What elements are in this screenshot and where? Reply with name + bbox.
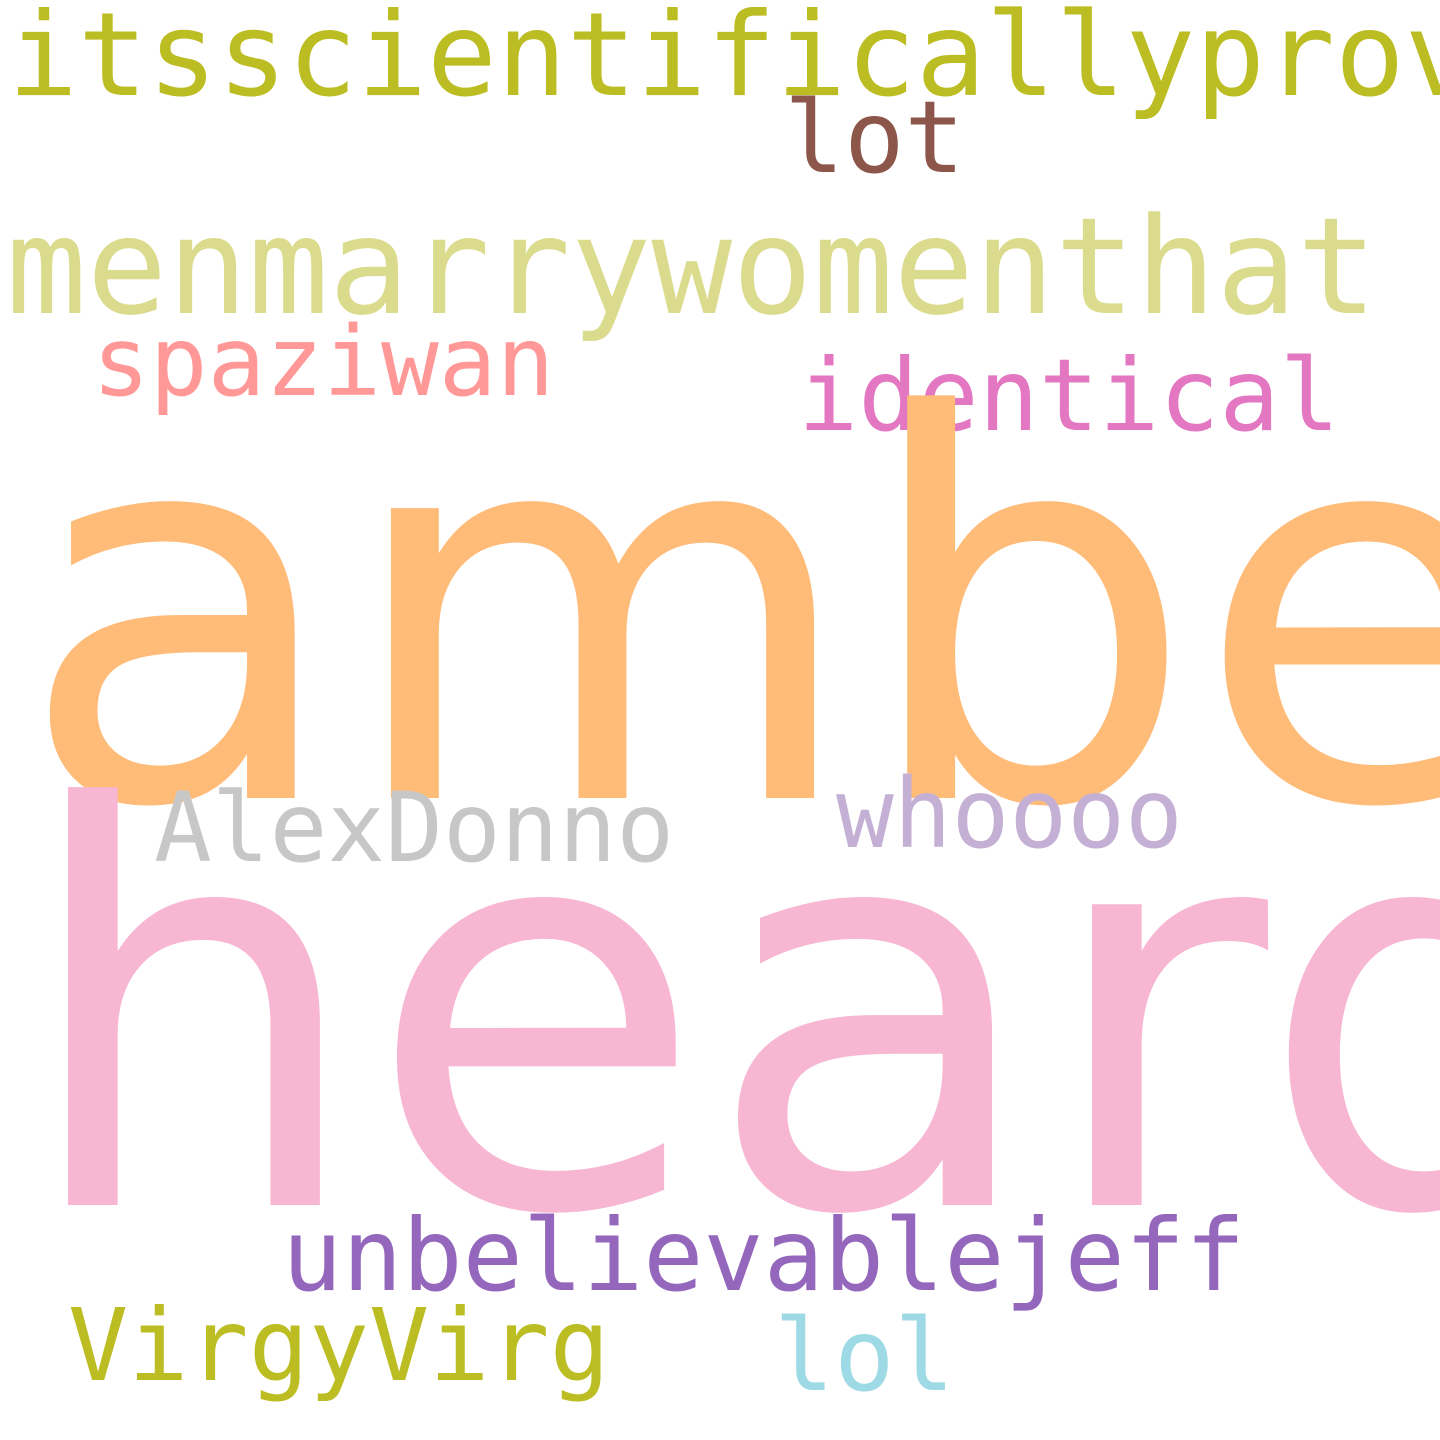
word-heard: heard [18,694,1440,1335]
word-menmarrywomenthat: menmarrywomenthat [6,189,1378,345]
word-virgyvirg: VirgyVirg [68,1287,610,1404]
word-lot: lot [784,79,965,196]
word-spaziwan: spaziwan [92,306,555,418]
word-amber: amber [18,306,1440,923]
word-lol: lol [774,1297,955,1414]
word-identical: identical [798,337,1340,454]
word-whoooo: whoooo [836,758,1183,870]
word-unbelievablejeff: unbelievablejeff [282,1197,1246,1314]
word-alexdonno: AlexDonno [154,772,675,884]
word-itsscientificallyproven: itsscientificallyproven [8,0,1440,123]
